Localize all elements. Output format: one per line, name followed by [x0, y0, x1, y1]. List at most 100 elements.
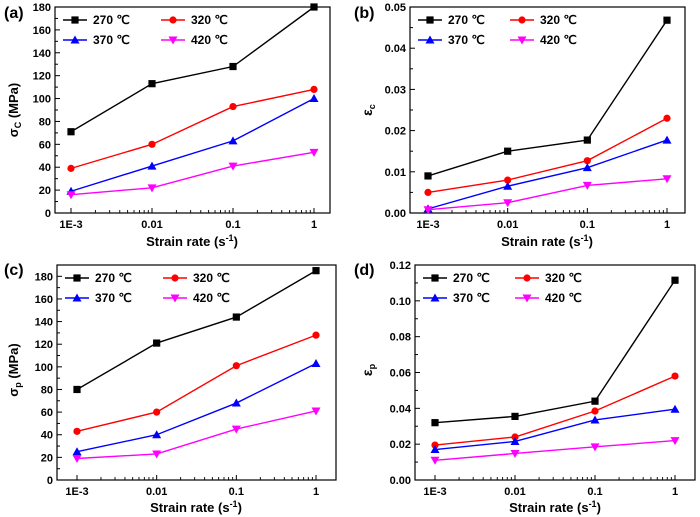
panel-d-series-3-line [434, 439, 676, 461]
panel-d-xtick-label: 1E-3 [423, 486, 446, 498]
panel-d-series-3-point [430, 456, 440, 465]
panel-a-xtick-label: 1 [311, 219, 317, 231]
panel-d-legend-marker [523, 274, 531, 282]
panel-a-legend-entry: 420 ℃ [191, 33, 228, 47]
panel-b-legend-entry: 270 ℃ [448, 13, 485, 27]
panel-d-label: (d) [354, 262, 374, 279]
panel-a-legend-marker [71, 16, 79, 24]
panel-c-legend-marker [171, 274, 179, 282]
panel-d-series-1-point [591, 407, 599, 415]
panel-a-ytick-label: 140 [33, 48, 51, 60]
panel-c-series-0-point [312, 267, 320, 275]
panel-b-legend-entry: 420 ℃ [540, 33, 577, 47]
panel-d-series-0-line [434, 279, 676, 424]
panel-d-series-2-point [590, 415, 600, 424]
panel-a-series-1-point [148, 140, 156, 148]
panel-d-series-0-point [591, 397, 599, 405]
panel-c-series-3-point [311, 407, 321, 416]
panel-c-series-1-point [232, 362, 240, 370]
panel-d-series-0-point [511, 412, 519, 420]
panel-a-series-0-point [229, 62, 237, 71]
panel-b-series-3-point [423, 206, 433, 215]
panel-b-legend-marker [517, 36, 527, 45]
panel-d-series-1-line [434, 375, 676, 446]
panel-b-ytick-label: 0.02 [385, 126, 406, 138]
panel-a-xtick-label: 0.1 [225, 219, 240, 231]
panel-c-series-1-point [312, 331, 320, 339]
panel-b-series-1-point [504, 176, 512, 184]
panel-a-series-1-line [70, 88, 315, 170]
panel-a-xtick-label: 0.01 [141, 219, 162, 231]
panel-a-series-2-point [309, 94, 319, 103]
panel-c-frame [56, 264, 337, 481]
panel-b-ylabel: εc [359, 104, 377, 116]
panel-b-series-0-point [504, 147, 512, 155]
panel-a-series-3-line [70, 151, 315, 196]
panel-c-legend-marker [170, 294, 180, 303]
panel-a-series-1-point [229, 102, 237, 111]
panel-a-series-2-point [228, 136, 238, 145]
panel-a-xtick-label: 1E-3 [59, 219, 82, 231]
panel-b-series-1-point [663, 114, 671, 122]
panel-a-label: (a) [4, 5, 24, 22]
panel-b-series-2-point [662, 135, 672, 144]
panel-b-series-2-line [427, 139, 668, 210]
panel-b-xtick-label: 0.01 [497, 219, 518, 231]
panel-d-series-3-point [590, 443, 600, 452]
panel-b-legend-marker [518, 16, 526, 24]
panel-b-ytick-label: 0.01 [385, 167, 406, 179]
panel-b-legend-marker [426, 16, 434, 24]
panel-a-series-2-line [70, 97, 315, 192]
panel-d-series-3-point [510, 449, 520, 458]
panel-a-ylabel: σC (MPa) [6, 83, 23, 137]
panel-c-xtick-label: 1 [313, 486, 319, 498]
panel-c-series-3-line [76, 410, 317, 460]
panel-b-series-0-point [424, 172, 432, 180]
panel-a-ytick-label: 80 [39, 116, 51, 128]
panel-a-series-0-point [67, 128, 75, 136]
panel-a-series-3-point [147, 184, 157, 193]
panel-c-ytick-label: 60 [41, 407, 53, 419]
panel-b-series-0-line [427, 19, 668, 177]
panel-a-ytick-label: 180 [33, 2, 51, 14]
panel-c-ytick-label: 40 [41, 430, 53, 442]
panel-d-series-1-point [671, 372, 679, 380]
panel-c-ylabel: σp (MPa) [6, 343, 23, 396]
panel-a-legend-entry: 370 ℃ [93, 33, 130, 47]
panel-c-xlabel: Strain rate (s-1) [150, 499, 242, 515]
panel-c-series-0-point [232, 313, 240, 321]
panel-c-series-3-point [72, 455, 82, 463]
panel-a-xlabel: Strain rate (s-1) [146, 233, 238, 249]
panel-b-ytick-label: 0.03 [385, 84, 406, 96]
panel-d-ytick-label: 0.04 [390, 403, 412, 415]
panel-b-xtick-label: 1E-3 [416, 219, 439, 231]
panel-b-series-0-point [583, 136, 591, 144]
panel-a-legend-marker [70, 35, 80, 44]
panel-d-series-0-point [671, 276, 679, 284]
panel-b-ytick-label: 0.04 [385, 43, 407, 55]
panel-b-series-0-point [663, 16, 671, 24]
panel-a-ytick-label: 40 [39, 162, 51, 174]
panel-d-series-2-point [670, 404, 680, 413]
panel-a-legend-entry: 270 ℃ [93, 13, 130, 27]
panel-a-ytick-label: 160 [33, 25, 51, 37]
panel-a-ytick-label: 20 [39, 185, 51, 197]
panel-b-xtick-label: 1 [664, 219, 670, 231]
panel-d-ytick-label: 0.12 [390, 260, 411, 272]
panel-a-series-3-point [228, 162, 238, 171]
panel-d-ytick-label: 0.02 [390, 439, 411, 451]
panel-c-legend-marker [73, 274, 81, 282]
panel-b-series-2-point [503, 181, 513, 190]
panel-c-legend-entry: 320 ℃ [193, 271, 230, 285]
panel-a-ytick-label: 60 [39, 139, 51, 151]
panel-c-series-2-point [152, 430, 162, 439]
panel-d-legend-entry: 270 ℃ [453, 271, 490, 285]
panel-b-ytick-label: 0.00 [385, 208, 406, 220]
panel-b-series-3-point [582, 181, 592, 190]
panel-d-series-2-point [430, 445, 440, 454]
panel-c-ytick-label: 20 [41, 452, 53, 464]
panel-d-legend-marker [522, 294, 532, 303]
panel-c-ytick-label: 80 [41, 384, 53, 396]
panel-a-series-2-point [147, 161, 157, 170]
